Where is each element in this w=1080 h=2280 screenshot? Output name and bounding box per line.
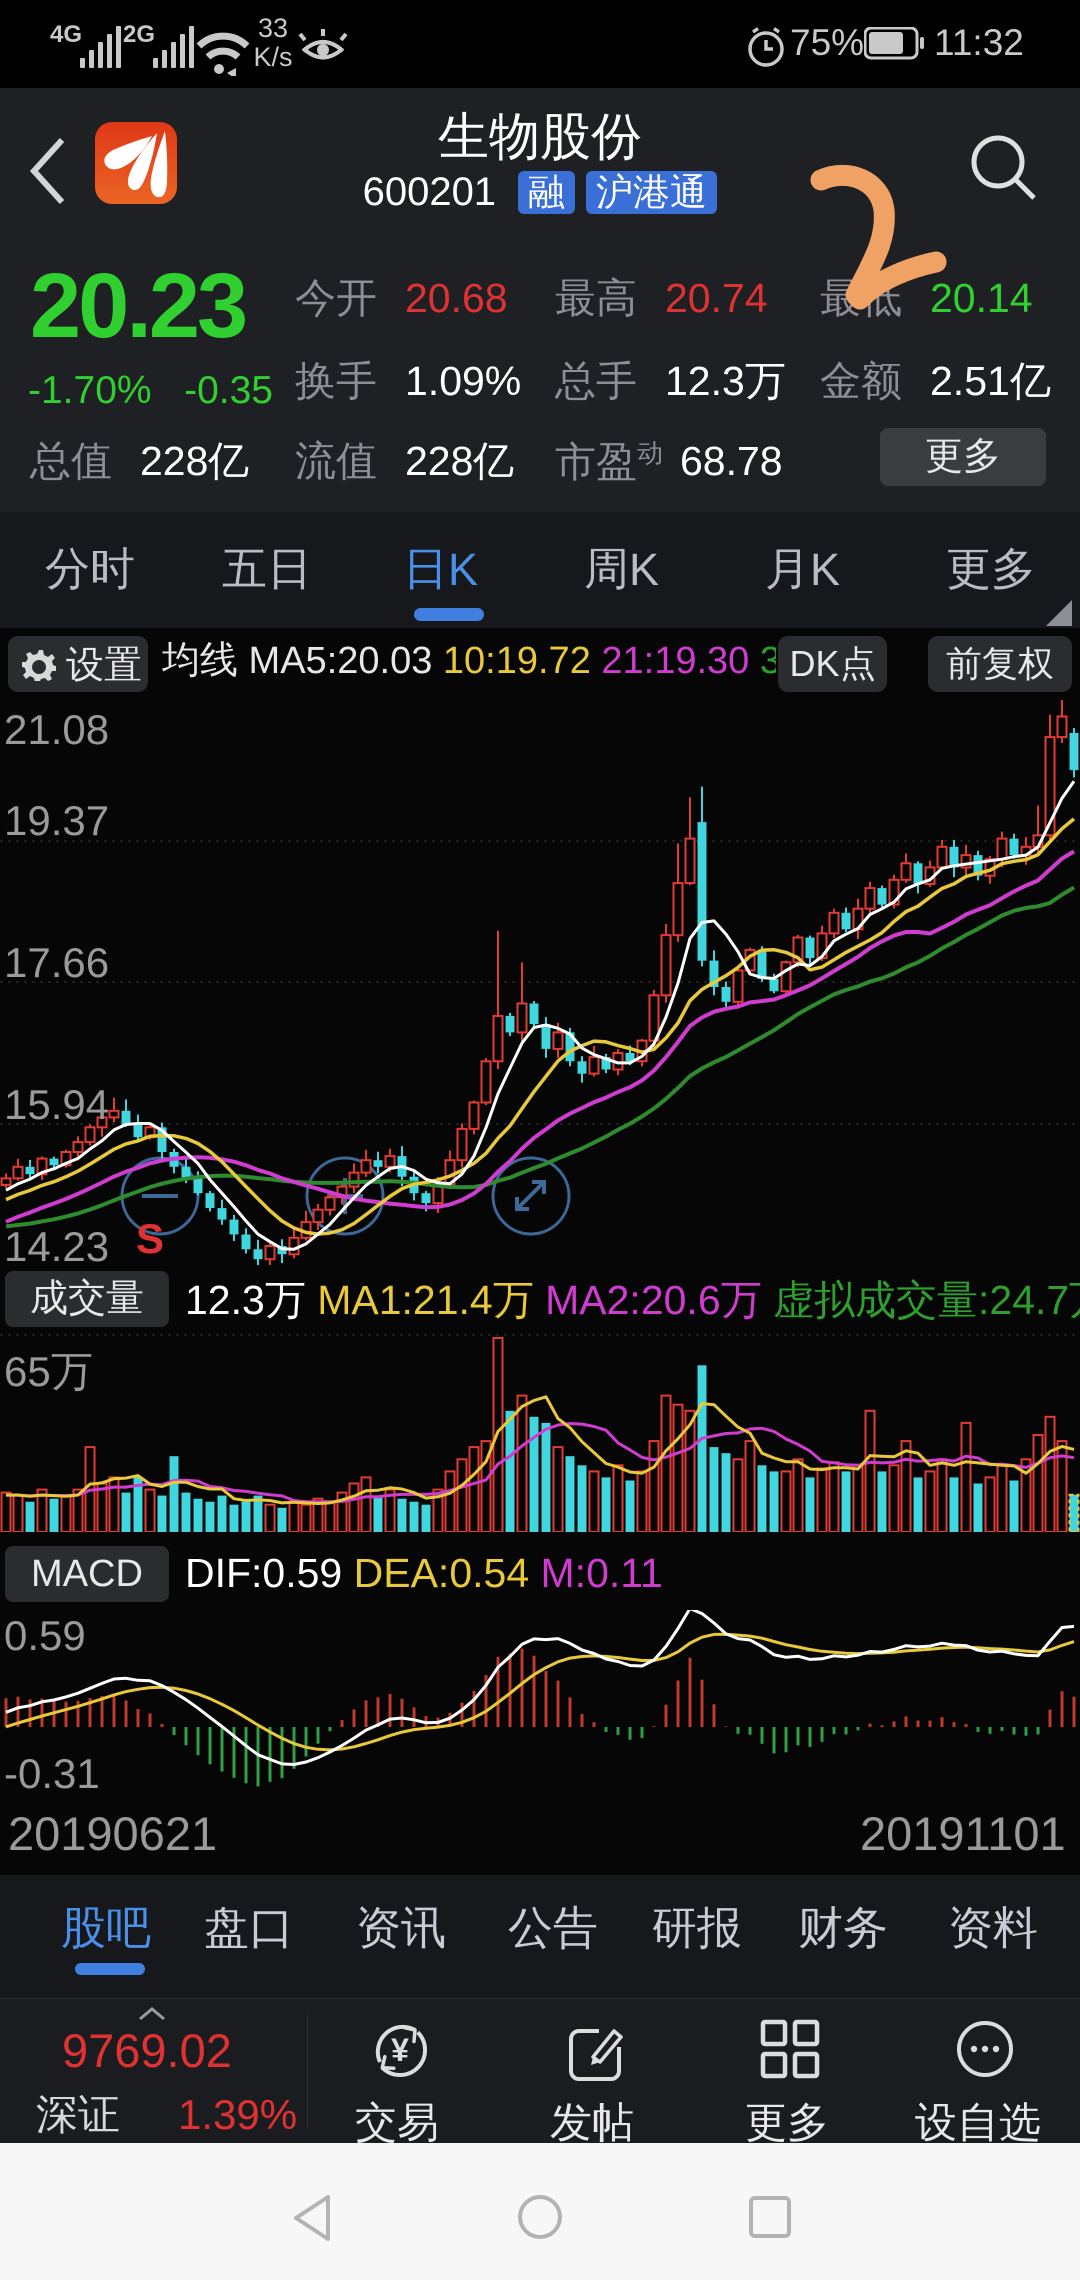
svg-text:4G: 4G (50, 21, 82, 48)
svg-text:2G: 2G (123, 21, 155, 48)
svg-text:¥: ¥ (391, 2032, 409, 2068)
svg-text:S: S (136, 1215, 164, 1262)
